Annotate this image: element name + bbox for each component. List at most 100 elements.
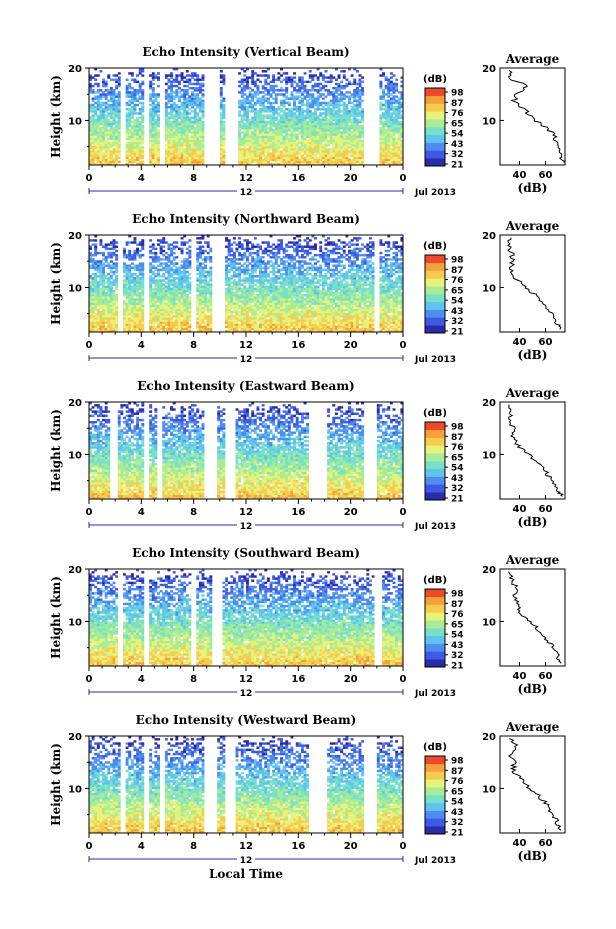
heatmap-cell bbox=[196, 135, 200, 138]
heatmap-cell bbox=[102, 264, 105, 267]
heatmap-cell bbox=[164, 137, 168, 140]
heatmap-cell bbox=[340, 114, 344, 117]
heatmap-cell bbox=[112, 264, 116, 267]
heatmap-cell bbox=[112, 289, 116, 293]
heatmap-cell bbox=[397, 139, 401, 143]
heatmap-cell bbox=[191, 116, 194, 119]
heatmap-cell bbox=[261, 103, 265, 107]
heatmap-cell bbox=[136, 156, 140, 159]
heatmap-cell bbox=[348, 129, 351, 132]
heatmap-cell bbox=[183, 120, 187, 124]
heatmap-cell bbox=[340, 146, 344, 149]
heatmap-cell bbox=[290, 127, 294, 130]
heatmap-cell bbox=[287, 148, 291, 151]
heatmap-cell bbox=[389, 143, 393, 147]
heatmap-cell bbox=[136, 300, 140, 303]
heatmap-cell bbox=[164, 129, 168, 132]
heatmap-cell bbox=[264, 124, 268, 128]
heatmap-cell bbox=[94, 281, 98, 284]
heatmap-cell bbox=[277, 89, 281, 92]
heatmap-cell bbox=[238, 156, 242, 159]
heatmap-cell bbox=[332, 93, 336, 96]
heatmap-cell bbox=[141, 302, 145, 305]
heatmap-cell bbox=[342, 114, 346, 117]
heatmap-cell bbox=[157, 137, 160, 140]
heatmap-cell bbox=[259, 143, 262, 147]
heatmap-cell bbox=[332, 122, 336, 126]
heatmap-cell bbox=[167, 285, 171, 289]
heatmap-cell bbox=[172, 105, 176, 109]
heatmap-cell bbox=[319, 152, 323, 155]
heatmap-cell bbox=[172, 289, 176, 293]
heatmap-cell bbox=[355, 108, 359, 111]
heatmap-cell bbox=[248, 131, 252, 134]
heatmap-cell bbox=[196, 323, 200, 326]
heatmap-cell bbox=[248, 160, 252, 164]
heatmap-cell bbox=[102, 291, 105, 295]
heatmap-cell bbox=[154, 260, 158, 263]
heatmap-cell bbox=[96, 251, 100, 255]
heatmap-cell bbox=[94, 124, 98, 128]
heatmap-cell bbox=[348, 154, 351, 157]
heatmap-cell bbox=[314, 158, 317, 162]
heatmap-cell bbox=[348, 120, 351, 124]
heatmap-cell bbox=[327, 148, 331, 151]
heatmap-cell bbox=[266, 158, 270, 162]
heatmap-cell bbox=[204, 298, 208, 301]
heatmap-cell bbox=[151, 76, 155, 79]
heatmap-cell bbox=[185, 127, 189, 130]
heatmap-cell bbox=[308, 137, 312, 140]
heatmap-cell bbox=[308, 160, 312, 164]
heatmap-cell bbox=[175, 327, 179, 331]
heatmap-cell bbox=[327, 143, 331, 147]
heatmap-cell bbox=[107, 262, 111, 265]
heatmap-cell bbox=[251, 150, 255, 153]
heatmap-cell bbox=[379, 101, 383, 105]
heatmap-cell bbox=[136, 89, 140, 92]
heatmap-cell bbox=[91, 287, 95, 291]
heatmap-cell bbox=[149, 294, 153, 297]
heatmap-cell bbox=[238, 141, 242, 145]
heatmap-cell bbox=[177, 323, 181, 326]
heatmap-cell bbox=[264, 89, 268, 92]
heatmap-cell bbox=[149, 148, 153, 151]
heatmap-cell bbox=[96, 146, 100, 149]
heatmap-cell bbox=[177, 137, 181, 140]
heatmap-cell bbox=[117, 110, 121, 113]
heatmap-cell bbox=[295, 122, 299, 126]
heatmap-cell bbox=[295, 139, 299, 143]
heatmap-cell bbox=[180, 291, 184, 295]
heatmap-cell bbox=[117, 156, 121, 159]
heatmap-cell bbox=[387, 143, 391, 147]
heatmap-cell bbox=[282, 137, 286, 140]
heatmap-cell bbox=[162, 327, 166, 331]
heatmap-cell bbox=[175, 160, 179, 164]
heatmap-cell bbox=[400, 103, 404, 107]
heatmap-cell bbox=[256, 101, 260, 105]
heatmap-cell bbox=[274, 162, 278, 166]
heatmap-cell bbox=[329, 152, 333, 155]
heatmap-cell bbox=[379, 135, 383, 138]
heatmap-cell bbox=[185, 262, 189, 265]
heatmap-cell bbox=[238, 158, 242, 162]
heatmap-cell bbox=[340, 84, 344, 88]
heatmap-cell bbox=[128, 241, 132, 244]
heatmap-cell bbox=[285, 78, 289, 81]
heatmap-cell bbox=[384, 160, 388, 164]
heatmap-cell bbox=[280, 152, 283, 155]
heatmap-cell bbox=[384, 135, 388, 138]
heatmap-cell bbox=[392, 154, 396, 157]
heatmap-cell bbox=[104, 114, 108, 117]
heatmap-cell bbox=[280, 139, 283, 143]
heatmap-cell bbox=[130, 308, 134, 312]
heatmap-cell bbox=[201, 302, 205, 305]
heatmap-cell bbox=[219, 127, 223, 130]
heatmap-cell bbox=[282, 141, 286, 145]
heatmap-cell bbox=[136, 298, 140, 301]
heatmap-cell bbox=[395, 82, 399, 86]
heatmap-cell bbox=[115, 133, 119, 136]
heatmap-cell bbox=[201, 141, 205, 145]
heatmap-cell bbox=[183, 266, 187, 270]
heatmap-cell bbox=[112, 241, 116, 244]
heatmap-cell bbox=[400, 162, 404, 166]
